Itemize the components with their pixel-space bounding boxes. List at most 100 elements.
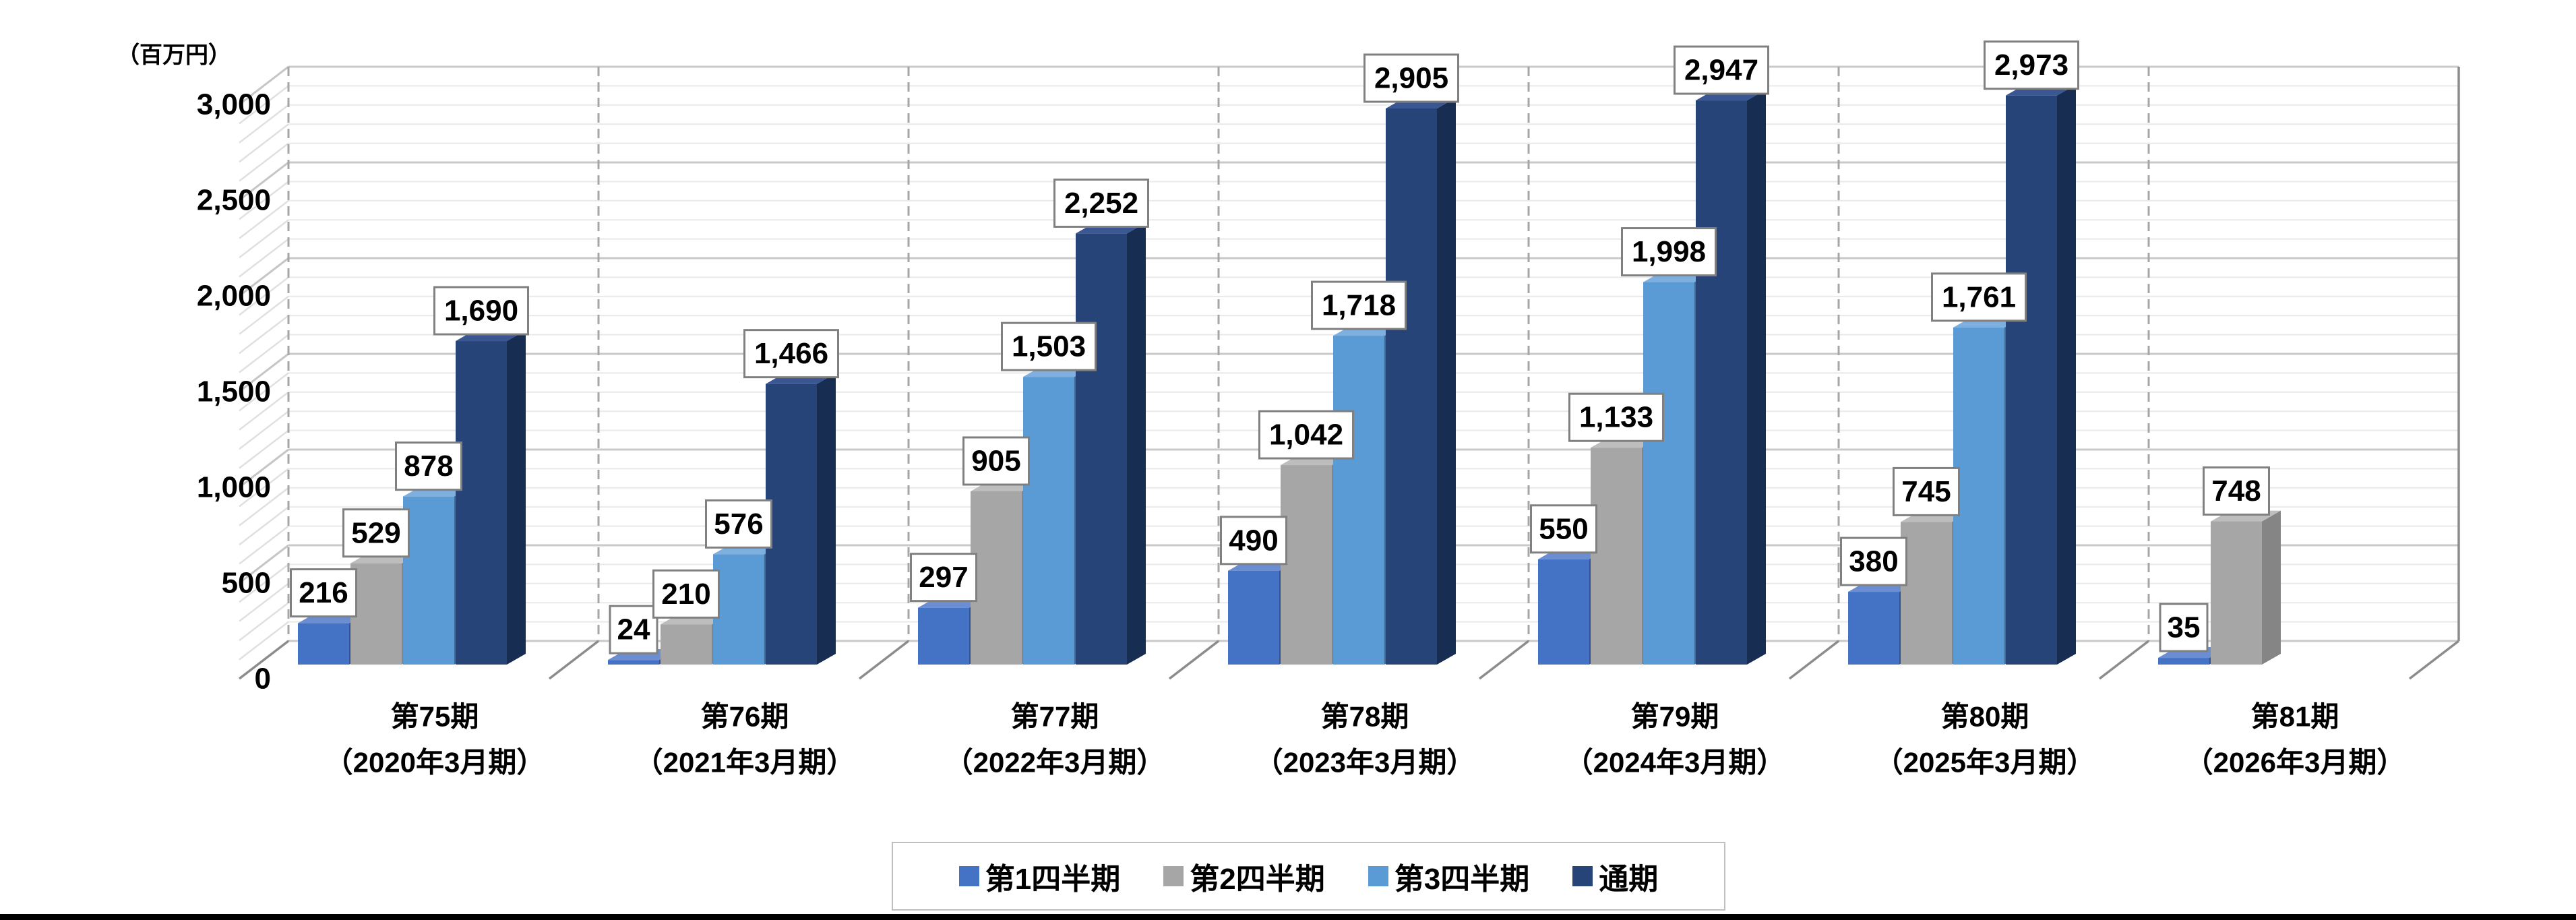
bar-q2-cat6-front — [2211, 521, 2262, 665]
y-tick-label-1000: 1,000 — [197, 471, 271, 504]
value-label-q2-cat4: 1,133 — [1579, 401, 1653, 434]
value-label-fy-cat2-box — [1053, 178, 1149, 228]
bar-fy-cat5-side — [2057, 84, 2076, 665]
bar-q2-cat2-front — [971, 491, 1022, 665]
value-label-fy-cat3-box — [1363, 53, 1459, 103]
value-label-q2-cat5-box — [1893, 466, 1960, 516]
floor-depth-line — [1168, 640, 1220, 680]
bar-fy-cat5-front — [2006, 95, 2057, 665]
value-label-q3-cat1-box — [705, 499, 772, 549]
axis-depth-hatch — [239, 334, 289, 373]
value-label-q1-cat5: 380 — [1849, 545, 1898, 578]
value-label-q1-cat4-box — [1530, 504, 1597, 554]
axis-depth-hatch — [239, 506, 289, 546]
value-label-q3-cat5-box — [1931, 272, 2027, 322]
bottom-border-bar — [0, 914, 2576, 920]
axis-depth-hatch — [239, 372, 289, 412]
legend-item-q3: 第3四半期 — [1368, 855, 1529, 898]
x-label-cat4-line2: （2024年3月期） — [1565, 747, 1785, 778]
bar-q2-cat1-front — [661, 624, 712, 665]
axis-depth-hatch — [239, 161, 289, 202]
legend-swatch-q1-icon — [958, 866, 979, 886]
value-label-q2-cat1: 210 — [661, 578, 710, 611]
y-tick-label-2000: 2,000 — [197, 280, 271, 313]
bar-q1-cat4-front — [1538, 559, 1589, 665]
value-label-q3-cat4-box — [1621, 227, 1717, 277]
legend: 第1四半期 第2四半期 第3四半期 通期 — [892, 842, 1725, 911]
legend-item-q1: 第1四半期 — [958, 855, 1121, 898]
bar-q3-cat0-front — [403, 496, 454, 665]
bar-fy-cat0-side — [507, 330, 526, 665]
value-label-q1-cat6: 35 — [2168, 611, 2201, 644]
y-tick-label-2500: 2,500 — [197, 184, 271, 217]
bar-q1-cat1-front — [608, 660, 659, 665]
floor-depth-line — [1478, 640, 1530, 680]
legend-label-q1: 第1四半期 — [985, 863, 1121, 896]
value-label-q3-cat3-box — [1311, 280, 1407, 330]
axis-depth-hatch — [239, 391, 289, 431]
floor-depth-line — [548, 640, 600, 680]
bar-fy-cat2-side — [1127, 222, 1146, 665]
value-label-q2-cat2: 905 — [971, 444, 1020, 477]
bar-fy-cat3-side — [1437, 97, 1456, 665]
x-label-cat6-line2: （2026年3月期） — [2185, 747, 2405, 778]
bar-q2-cat4-front — [1591, 448, 1642, 665]
legend-label-q3: 第3四半期 — [1394, 863, 1530, 896]
value-label-q2-cat4-box — [1568, 392, 1664, 442]
axis-depth-hatch — [239, 85, 289, 125]
axis-depth-hatch — [239, 352, 289, 393]
axis-depth-hatch — [239, 429, 289, 469]
value-label-q1-cat4: 550 — [1539, 512, 1588, 545]
axis-depth-hatch — [239, 65, 289, 106]
value-label-q2-cat5: 745 — [1901, 475, 1951, 508]
value-label-fy-cat3: 2,905 — [1374, 61, 1448, 94]
y-tick-label-1500: 1,500 — [197, 375, 271, 408]
bar-q1-cat6-front — [2158, 658, 2209, 665]
axis-depth-hatch — [239, 276, 289, 316]
value-label-fy-cat5: 2,973 — [1994, 49, 2068, 82]
bar-fy-cat3-front — [1386, 108, 1437, 665]
bar-q1-cat3-front — [1228, 570, 1279, 665]
value-label-fy-cat4: 2,947 — [1684, 54, 1758, 87]
x-label-cat2-line2: （2022年3月期） — [945, 747, 1165, 778]
value-label-q3-cat2: 1,503 — [1012, 330, 1086, 363]
value-label-q2-cat1-box — [652, 569, 720, 619]
value-label-q2-cat2-box — [962, 436, 1030, 486]
legend-item-fy: 通期 — [1572, 855, 1658, 898]
x-label-cat1-line2: （2021年3月期） — [635, 747, 855, 778]
axis-depth-hatch — [239, 295, 289, 335]
floor-depth-line — [858, 640, 910, 680]
bar-fy-cat1-side — [817, 373, 836, 665]
value-label-q1-cat6-box — [2159, 603, 2209, 652]
x-label-cat0-line1: 第75期 — [391, 701, 479, 733]
axis-depth-hatch — [239, 219, 289, 259]
value-label-q3-cat4: 1,998 — [1632, 235, 1706, 268]
value-label-fy-cat1-box — [743, 329, 839, 379]
value-label-fy-cat4-box — [1674, 45, 1769, 95]
legend-item-q2: 第2四半期 — [1163, 855, 1325, 898]
bar-q3-cat1-front — [713, 554, 764, 665]
value-label-q3-cat0: 878 — [404, 450, 453, 483]
value-label-q1-cat1-box — [609, 605, 658, 654]
value-label-q2-cat6-box — [2203, 466, 2270, 516]
floor-depth-line — [238, 640, 290, 680]
value-label-q3-cat3: 1,718 — [1322, 289, 1396, 322]
value-label-q3-cat1: 576 — [714, 508, 763, 541]
floor-depth-line — [2098, 640, 2150, 680]
axis-depth-hatch — [239, 487, 289, 526]
bar-q2-cat0-front — [350, 563, 402, 665]
bar-fy-cat2-front — [1076, 233, 1127, 665]
axis-depth-hatch — [239, 142, 289, 182]
value-label-q2-cat3: 1,042 — [1269, 419, 1343, 452]
bar-fy-cat4-side — [1747, 90, 1766, 665]
legend-swatch-fy-icon — [1572, 866, 1593, 886]
value-label-fy-cat2: 2,252 — [1064, 187, 1138, 220]
floor-depth-line — [1788, 640, 1840, 680]
value-label-q1-cat0: 216 — [299, 576, 348, 609]
value-label-q1-cat5-box — [1840, 536, 1907, 586]
axis-depth-hatch — [239, 602, 289, 642]
axis-depth-hatch — [239, 525, 289, 565]
legend-swatch-q2-icon — [1163, 866, 1184, 886]
x-label-cat0-line2: （2020年3月期） — [325, 747, 545, 778]
x-label-cat2-line1: 第77期 — [1011, 701, 1099, 733]
